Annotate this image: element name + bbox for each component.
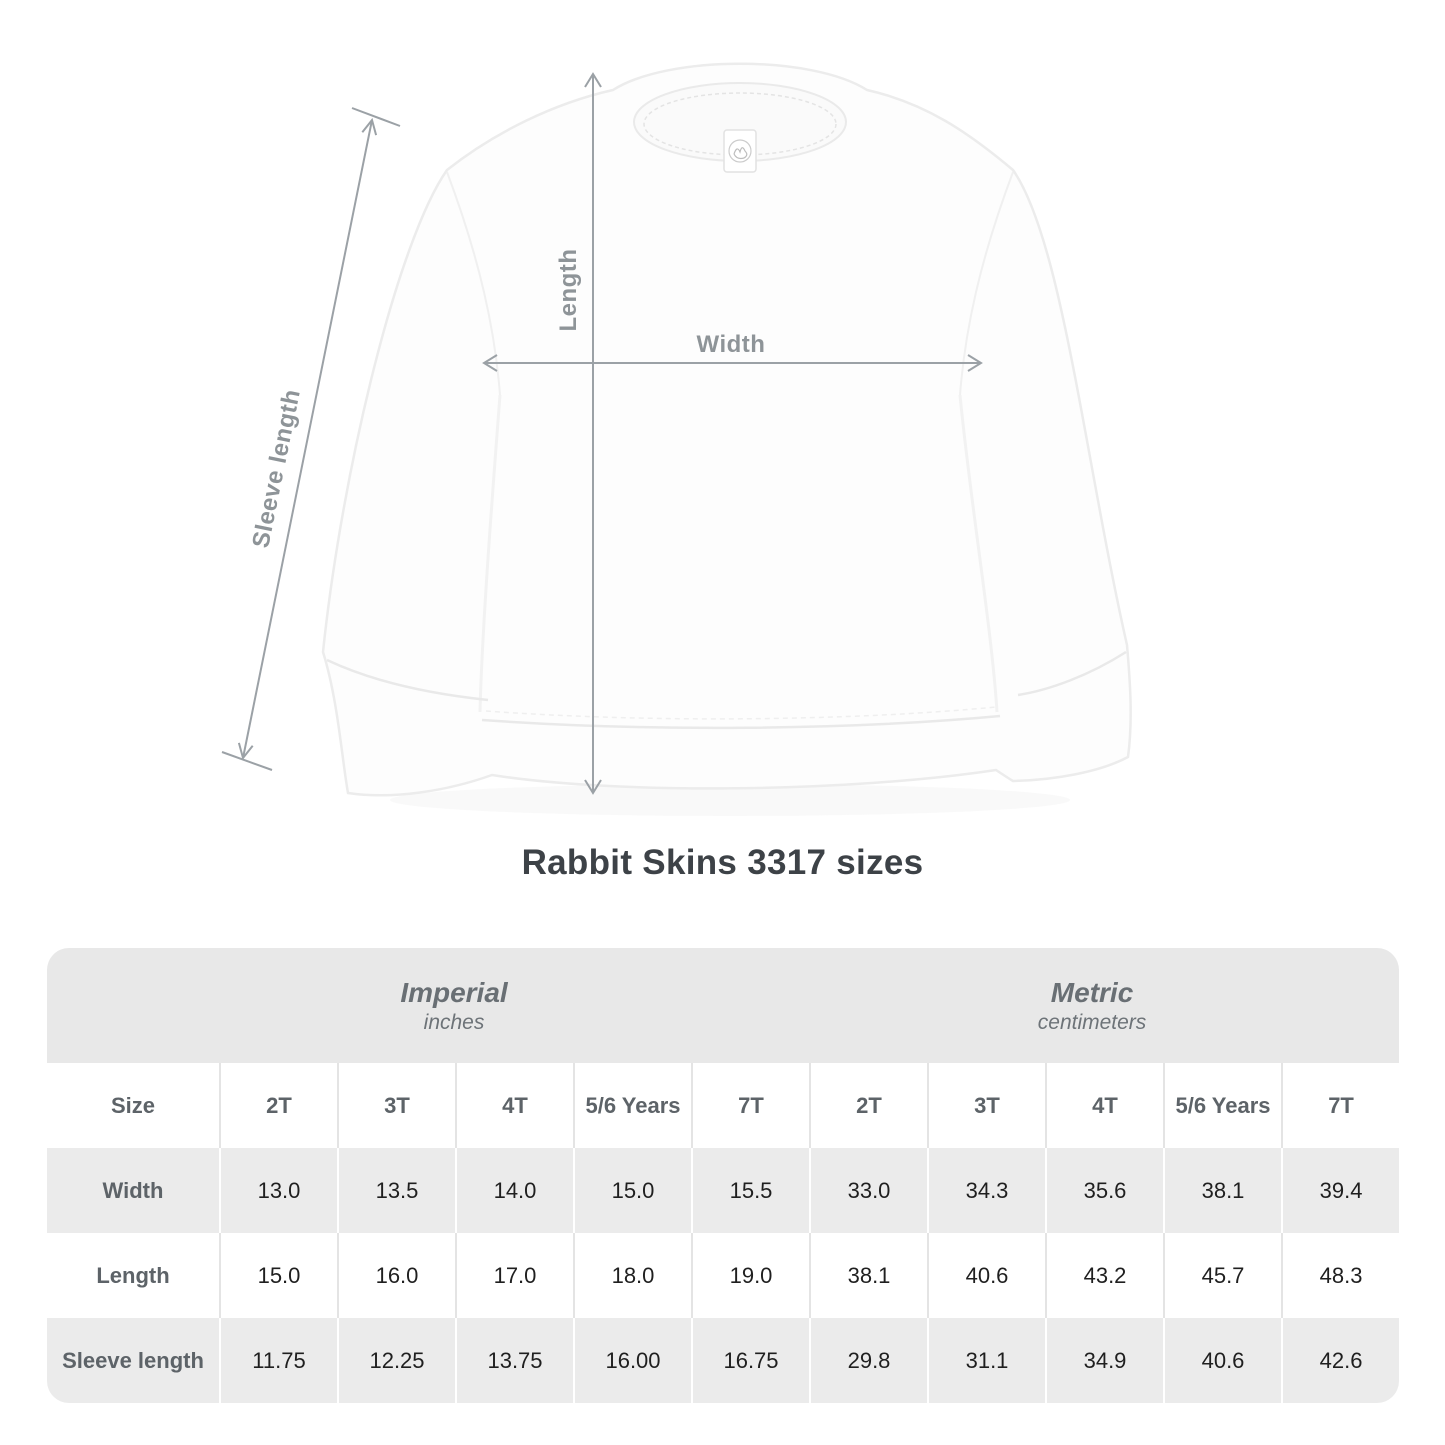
table-cell: 31.1: [927, 1318, 1045, 1403]
table-cell: 15.0: [573, 1148, 691, 1233]
right-cuff-seam: [1017, 650, 1127, 697]
left-cuff-seam: [326, 658, 489, 702]
table-cell: 19.0: [691, 1233, 809, 1318]
metric-unit: centimeters: [1037, 1011, 1147, 1035]
imperial-group-header: Imperial inches: [47, 948, 810, 1063]
width-row: Width 13.0 13.5 14.0 15.0 15.5 33.0 34.3…: [47, 1148, 1400, 1233]
col-header: 3T: [927, 1063, 1045, 1148]
table-cell: 34.9: [1045, 1318, 1163, 1403]
row-label: Width: [102, 1177, 164, 1203]
col-header: 5/6 Years: [573, 1063, 691, 1148]
col-header: 7T: [691, 1063, 809, 1148]
table-cell: 16.00: [573, 1318, 691, 1403]
table-cell: 45.7: [1163, 1233, 1281, 1318]
length-label: Length: [555, 249, 582, 332]
table-cell: 35.6: [1045, 1148, 1163, 1233]
table-cell: 15.5: [691, 1148, 809, 1233]
length-arrow: [584, 72, 602, 795]
table-cell: 48.3: [1281, 1233, 1399, 1318]
collar: [633, 82, 847, 173]
size-header-row: Size 2T 3T 4T 5/6 Years 7T 2T 3T 4T 5/6 …: [47, 1063, 1400, 1148]
table-cell: 18.0: [573, 1233, 691, 1318]
width-label: Width: [697, 331, 766, 358]
col-header: 4T: [1045, 1063, 1163, 1148]
imperial-unit: inches: [423, 1011, 485, 1035]
sleeve-length-arrow: [221, 107, 401, 771]
width-arrow: [482, 354, 983, 372]
sweatshirt-illustration: Sleeve length Length Width: [221, 62, 1132, 816]
rabbit-skins-tag-icon: [723, 129, 757, 173]
table-cell: 39.4: [1281, 1148, 1399, 1233]
col-header: 5/6 Years: [1163, 1063, 1281, 1148]
table-cell: 16.75: [691, 1318, 809, 1403]
col-header: 7T: [1281, 1063, 1399, 1148]
col-header: 2T: [219, 1063, 337, 1148]
table-cell: 38.1: [809, 1233, 927, 1318]
table-cell: 13.75: [455, 1318, 573, 1403]
imperial-label: Imperial: [400, 977, 508, 1009]
table-cell: 34.3: [927, 1148, 1045, 1233]
sleeve-length-label: Sleeve length: [247, 387, 306, 550]
garment-shadow: [390, 784, 1070, 816]
size-table: Imperial inches Metric centimeters Size …: [47, 948, 1400, 1403]
row-label: Sleeve length: [62, 1347, 204, 1373]
table-cell: 14.0: [455, 1148, 573, 1233]
row-label: Length: [96, 1262, 170, 1288]
table-cell: 12.25: [337, 1318, 455, 1403]
table-cell: 42.6: [1281, 1318, 1399, 1403]
col-header: 2T: [809, 1063, 927, 1148]
table-cell: 17.0: [455, 1233, 573, 1318]
size-corner-header: Size: [110, 1092, 156, 1118]
table-cell: 13.5: [337, 1148, 455, 1233]
table-cell: 16.0: [337, 1233, 455, 1318]
col-header: 3T: [337, 1063, 455, 1148]
table-cell: 33.0: [809, 1148, 927, 1233]
sleeve-length-row: Sleeve length 11.75 12.25 13.75 16.00 16…: [47, 1318, 1400, 1403]
page-title: Rabbit Skins 3317 sizes: [521, 843, 924, 882]
table-cell: 40.6: [927, 1233, 1045, 1318]
metric-label: Metric: [1050, 977, 1134, 1009]
table-cell: 15.0: [219, 1233, 337, 1318]
table-cell: 11.75: [219, 1318, 337, 1403]
length-row: Length 15.0 16.0 17.0 18.0 19.0 38.1 40.…: [47, 1233, 1400, 1318]
table-cell: 43.2: [1045, 1233, 1163, 1318]
col-header: 4T: [455, 1063, 573, 1148]
metric-group-header: Metric centimeters: [809, 948, 1400, 1063]
table-cell: 29.8: [809, 1318, 927, 1403]
table-cell: 40.6: [1163, 1318, 1281, 1403]
waistband-seam: [481, 714, 1001, 730]
unit-group-row: Imperial inches Metric centimeters: [47, 948, 1400, 1063]
table-cell: 38.1: [1163, 1148, 1281, 1233]
table-cell: 13.0: [219, 1148, 337, 1233]
sweatshirt-body: [321, 62, 1132, 797]
